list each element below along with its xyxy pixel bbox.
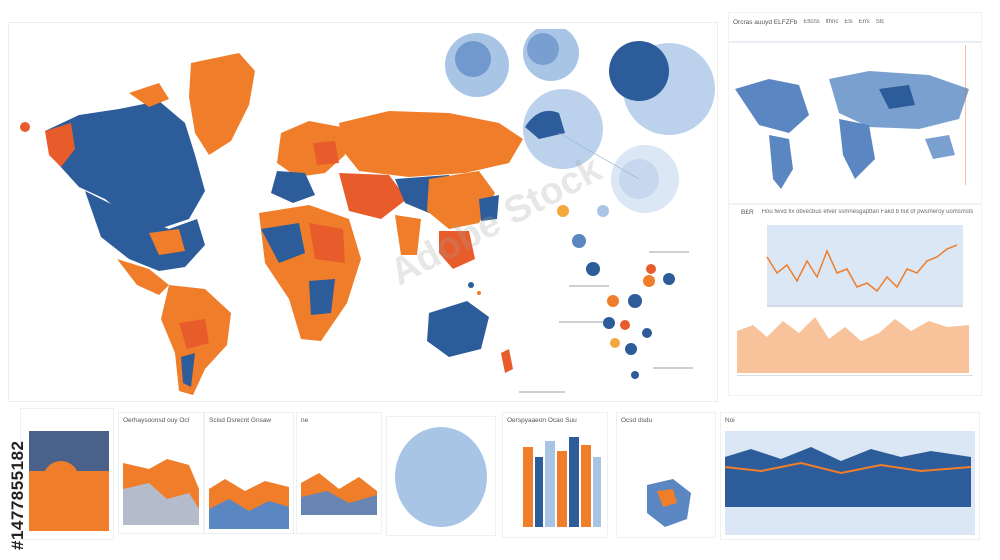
line-chart-panel: B£R Hou fwvd fix obvecbus etver ssmnesga…: [728, 204, 982, 396]
world-map-panel: [8, 22, 718, 402]
map-region-greenland: [189, 53, 255, 155]
bottom-panel-4: ne: [296, 412, 382, 534]
world-map: [20, 53, 523, 395]
right-map-header-item: Stc: [875, 19, 885, 25]
right-map-panel: Orcras auuyd ELFZFb Eltcns lthnc Els Err…: [728, 12, 982, 204]
map-region-north-america: [45, 101, 205, 229]
line-chart-label: B£R: [741, 209, 754, 216]
line-area-orange: [737, 317, 969, 373]
bottom-panel-2: Oerhaysoonsd ouy Ocl: [118, 412, 204, 534]
stock-id: #1477855182: [8, 440, 27, 550]
bubble-cluster: [445, 29, 715, 393]
bottom-panel-8-title: Noi: [725, 417, 735, 424]
bottom-panel-6-title: Oerspyaaeon Ocao Suu: [507, 417, 577, 424]
right-map-header: Orcras auuyd ELFZFb: [733, 18, 798, 26]
bottom-panel-6: Oerspyaaeon Ocao Suu: [502, 412, 608, 538]
bottom-panel-2-title: Oerhaysoonsd ouy Ocl: [123, 417, 190, 424]
right-map-header-item: Errs: [858, 19, 870, 25]
map-region-alaska: [45, 123, 75, 167]
right-map-header-item: Els: [844, 19, 853, 25]
map-region-russia: [339, 111, 523, 177]
right-map-header-item: Eltcns: [803, 19, 820, 25]
bottom-panel-4-title: ne: [301, 417, 309, 424]
map-region-central-america: [117, 259, 169, 295]
blue-world-map: [729, 41, 981, 189]
bottom-panel-7: Ocsd dsdu: [616, 412, 716, 538]
bottom-panel-3: Scisd Dsrecnt Gnsaw: [204, 412, 294, 534]
bottom-panel-1: [20, 408, 114, 540]
line-series-orange: [766, 244, 958, 293]
right-map-header-item: lthnc: [825, 19, 839, 25]
bottom-panel-5: [386, 416, 496, 536]
stock-id-strip: #1477855182: [6, 318, 27, 550]
map-region-australia: [427, 301, 489, 357]
bottom-panel-8: Noi: [720, 412, 980, 540]
bottom-panel-7-title: Ocsd dsdu: [621, 417, 653, 424]
line-chart-caption: Hou fwvd fix obvecbus etver ssmnesgaptta…: [761, 209, 974, 215]
bottom-panel-3-title: Scisd Dsrecnt Gnsaw: [209, 417, 272, 424]
line-chart: [737, 225, 973, 376]
map-region-east-asia: [427, 171, 495, 229]
